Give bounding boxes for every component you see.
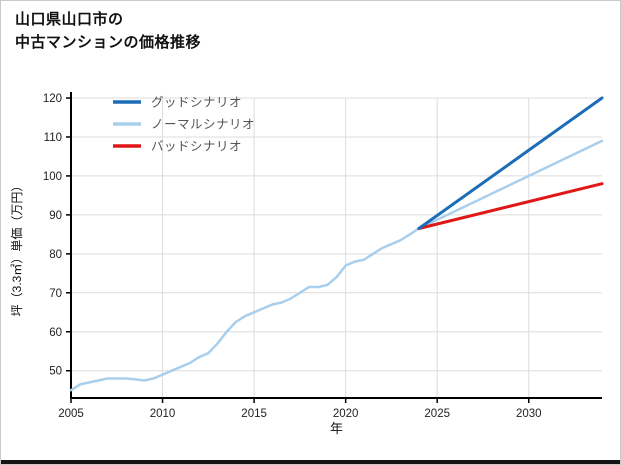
series-line-bad bbox=[417, 182, 604, 230]
y-tick-label: 70 bbox=[49, 288, 62, 300]
y-tick-label: 100 bbox=[43, 171, 62, 183]
y-tick-label: 80 bbox=[49, 249, 62, 261]
legend-label-good: グッドシナリオ bbox=[151, 96, 242, 110]
x-axis-label: 年 bbox=[330, 421, 343, 436]
y-tick-label: 50 bbox=[49, 366, 62, 378]
y-tick-label: 60 bbox=[49, 327, 62, 339]
x-tick-label: 2025 bbox=[424, 408, 450, 420]
x-tick-label: 2005 bbox=[58, 408, 84, 420]
y-tick-label: 120 bbox=[43, 93, 62, 105]
y-axis-label: 坪（3.3㎡）単価（万円） bbox=[10, 180, 24, 317]
y-tick-label: 90 bbox=[49, 210, 62, 222]
series-line-normal bbox=[69, 139, 604, 392]
x-tick-label: 2030 bbox=[516, 408, 542, 420]
chart-title-line2: 中古マンションの価格推移 bbox=[15, 33, 202, 51]
chart-title: 山口県山口市の 中古マンションの価格推移 bbox=[15, 9, 201, 54]
x-tick-label: 2015 bbox=[241, 408, 267, 420]
legend-label-normal: ノーマルシナリオ bbox=[151, 118, 255, 132]
bottom-border-bar bbox=[1, 460, 620, 464]
series-line-good bbox=[417, 96, 604, 230]
y-tick-label: 110 bbox=[44, 132, 62, 144]
x-tick-label: 2010 bbox=[150, 408, 176, 420]
legend-label-bad: バッドシナリオ bbox=[151, 140, 242, 154]
x-tick-label: 2020 bbox=[333, 408, 359, 420]
chart-title-line1: 山口県山口市の bbox=[15, 11, 124, 28]
